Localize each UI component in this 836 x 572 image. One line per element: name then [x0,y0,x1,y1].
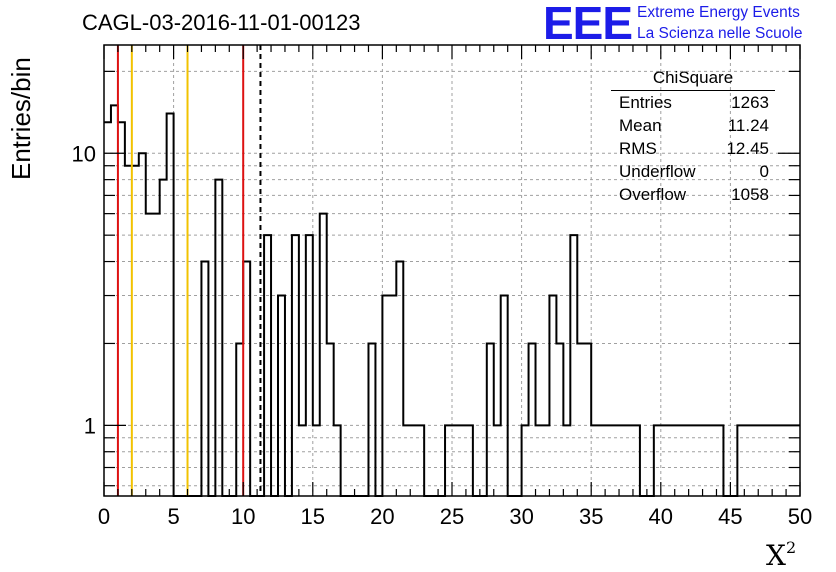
x-tick-label: 25 [440,504,464,529]
stats-row-entries: Entries 1263 [611,91,777,114]
x-axis-label-base: X [766,539,786,572]
stats-label: Overflow [619,185,687,204]
x-tick-label: 0 [98,504,110,529]
stats-label: Mean [619,116,662,135]
x-tick-label: 35 [579,504,603,529]
x-tick-label: 15 [301,504,325,529]
stats-value: 12.45 [726,139,769,158]
stats-label: Underflow [619,162,696,181]
stats-value: 1263 [731,93,769,112]
stats-row-rms: RMS 12.45 [611,137,777,160]
reference-lines [116,45,262,496]
stats-row-mean: Mean 11.24 [611,114,777,137]
stats-value: 0 [759,162,769,181]
eee-logo: EEE [543,0,633,49]
x-axis-label: X2 [766,538,796,572]
chart-title: CAGL-03-2016-11-01-00123 [82,10,361,35]
x-tick-label: 50 [788,504,812,529]
y-axis-ticks: 1 10 [72,70,800,487]
x-axis-label-exponent: 2 [785,538,797,557]
x-tick-label: 10 [231,504,255,529]
x-tick-label: 30 [509,504,533,529]
x-tick-label: 20 [370,504,394,529]
stats-box: ChiSquare Entries 1263 Mean 11.24 RMS 12… [611,68,777,206]
x-tick-label: 5 [167,504,179,529]
y-tick-label: 10 [72,141,96,166]
logo-line-1: Extreme Energy Events [637,4,800,21]
stats-label: Entries [619,93,672,112]
stats-row-underflow: Underflow 0 [611,160,777,183]
stats-label: RMS [619,139,657,158]
y-axis-label: Entries/bin [6,57,36,180]
x-tick-label: 40 [649,504,673,529]
y-tick-label: 1 [84,413,96,438]
stats-title: ChiSquare [611,68,775,91]
stats-row-overflow: Overflow 1058 [611,183,777,206]
x-axis-ticks: 0 5 10 15 20 25 30 35 40 45 50 [98,45,812,529]
stats-value: 11.24 [727,116,769,135]
x-tick-label: 45 [718,504,742,529]
stats-value: 1058 [731,185,769,204]
logo-line-2: La Scienza nelle Scuole [637,25,803,42]
